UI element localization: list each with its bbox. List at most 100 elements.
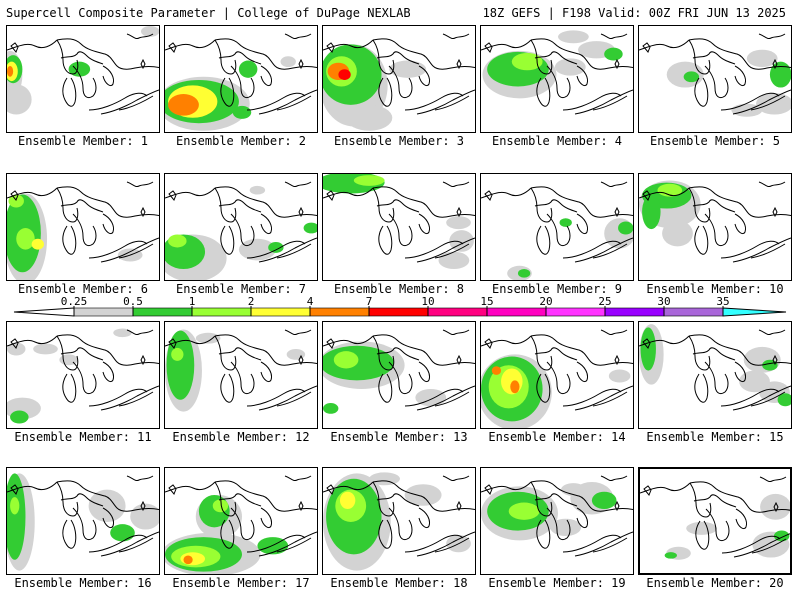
- map-canvas: [7, 26, 159, 115]
- scale-tick-label: 35: [716, 296, 729, 308]
- map-panel-member-6[interactable]: [6, 173, 160, 281]
- scale-tick-label: 0.25: [61, 296, 88, 308]
- map-canvas: [481, 30, 633, 115]
- map-panel-member-17[interactable]: [164, 467, 318, 575]
- map-canvas: [640, 476, 790, 560]
- map-panel-member-9[interactable]: [480, 173, 634, 281]
- scale-tick-label: 10: [421, 296, 434, 308]
- scale-right-arrow: [722, 307, 787, 317]
- map-panel-member-11[interactable]: [6, 321, 160, 429]
- scp-contour-fill: [683, 71, 700, 83]
- map-panel-member-20[interactable]: [638, 467, 792, 575]
- scp-contour-fill: [303, 222, 317, 234]
- scp-contour-fill: [68, 61, 91, 77]
- scp-contour-fill: [604, 47, 623, 61]
- scp-contour-fill: [517, 269, 531, 278]
- scp-contour-fill: [323, 345, 394, 381]
- map-panel-member-4[interactable]: [480, 25, 634, 133]
- scp-contour-fill: [130, 503, 159, 530]
- scale-left-arrow: [13, 307, 75, 317]
- scp-contour-fill: [559, 218, 572, 227]
- map-panel-member-18[interactable]: [322, 467, 476, 575]
- map-panel-member-5[interactable]: [638, 25, 792, 133]
- map-panel-member-2[interactable]: [164, 25, 318, 133]
- map-panel-member-19[interactable]: [480, 467, 634, 575]
- header-title: Supercell Composite Parameter | College …: [6, 6, 411, 20]
- map-canvas: [7, 473, 159, 571]
- map-canvas: [165, 33, 317, 131]
- scp-contour-fill: [238, 238, 276, 261]
- scp-contour-fill: [369, 472, 400, 486]
- map-panel-member-7[interactable]: [164, 173, 318, 281]
- map-panel-member-10[interactable]: [638, 173, 792, 281]
- scp-contour-fill: [618, 221, 633, 235]
- scp-contour-fill: [8, 194, 24, 208]
- map-panel-member-14[interactable]: [480, 321, 634, 429]
- header-valid-time: 18Z GEFS | F198 Valid: 00Z FRI JUN 13 20…: [482, 6, 786, 20]
- scp-contour-fill: [232, 105, 252, 119]
- scale-swatch: [368, 307, 429, 317]
- scale-swatch: [663, 307, 724, 317]
- map-panel-member-16[interactable]: [6, 467, 160, 575]
- scp-contour-fill: [33, 343, 58, 355]
- map-canvas: [639, 180, 791, 263]
- ensemble-member-label: Ensemble Member: 4: [491, 134, 623, 148]
- map-canvas: [165, 475, 317, 574]
- ensemble-member-label: Ensemble Member: 6: [17, 282, 149, 296]
- scale-swatch: [132, 307, 193, 317]
- ensemble-member-label: Ensemble Member: 16: [14, 576, 152, 590]
- scp-contour-fill: [110, 524, 135, 542]
- scp-contour-fill: [339, 491, 356, 510]
- great-lakes-basemap: [7, 329, 159, 411]
- map-panel-member-15[interactable]: [638, 321, 792, 429]
- ensemble-member-label: Ensemble Member: 14: [488, 430, 626, 444]
- ensemble-member-label: Ensemble Member: 3: [333, 134, 465, 148]
- scp-contour-fill: [446, 216, 471, 230]
- ensemble-member-label: Ensemble Member: 17: [172, 576, 310, 590]
- ensemble-member-label: Ensemble Member: 19: [488, 576, 626, 590]
- scp-contour-fill: [88, 489, 126, 522]
- scp-contour-fill: [353, 175, 385, 186]
- map-canvas: [481, 329, 633, 428]
- scp-contour-fill: [183, 555, 193, 565]
- map-panel-member-1[interactable]: [6, 25, 160, 133]
- scp-contour-fill: [415, 388, 447, 407]
- scale-tick-label: 4: [307, 296, 314, 308]
- scp-contour-fill: [31, 238, 44, 250]
- scp-contour-fill: [140, 26, 159, 37]
- scp-contour-fill: [550, 518, 582, 537]
- scp-contour-fill: [508, 502, 540, 520]
- scp-contour-fill: [171, 347, 184, 361]
- scp-contour-fill: [756, 92, 791, 115]
- scp-contour-fill: [198, 495, 230, 528]
- scp-contour-fill: [333, 351, 359, 369]
- scale-tick-label: 30: [657, 296, 670, 308]
- scale-swatch: [250, 307, 311, 317]
- scp-contour-fill: [10, 497, 20, 515]
- map-canvas: [323, 472, 475, 571]
- scp-contour-fill: [7, 65, 14, 77]
- scale-tick-label: 0.5: [123, 296, 143, 308]
- scp-contour-fill: [777, 393, 791, 407]
- scp-contour-fill: [404, 484, 442, 506]
- map-panel-member-13[interactable]: [322, 321, 476, 429]
- scale-tick-label: 15: [480, 296, 493, 308]
- scp-contour-fill: [7, 342, 26, 356]
- map-panel-member-3[interactable]: [322, 25, 476, 133]
- scp-contour-fill: [686, 521, 717, 535]
- scp-contour-fill: [238, 60, 258, 78]
- map-canvas: [165, 181, 317, 280]
- map-panel-member-8[interactable]: [322, 173, 476, 281]
- ensemble-member-label: Ensemble Member: 13: [330, 430, 468, 444]
- scp-contour-fill: [662, 220, 693, 247]
- map-canvas: [7, 328, 159, 424]
- scale-swatch: [427, 307, 488, 317]
- scale-swatch: [73, 307, 134, 317]
- scp-contour-fill: [7, 84, 32, 115]
- scale-swatch: [191, 307, 252, 317]
- scale-swatch: [486, 307, 547, 317]
- map-panel-member-12[interactable]: [164, 321, 318, 429]
- map-canvas: [481, 475, 633, 557]
- ensemble-member-label: Ensemble Member: 12: [172, 430, 310, 444]
- scp-contour-fill: [168, 234, 187, 248]
